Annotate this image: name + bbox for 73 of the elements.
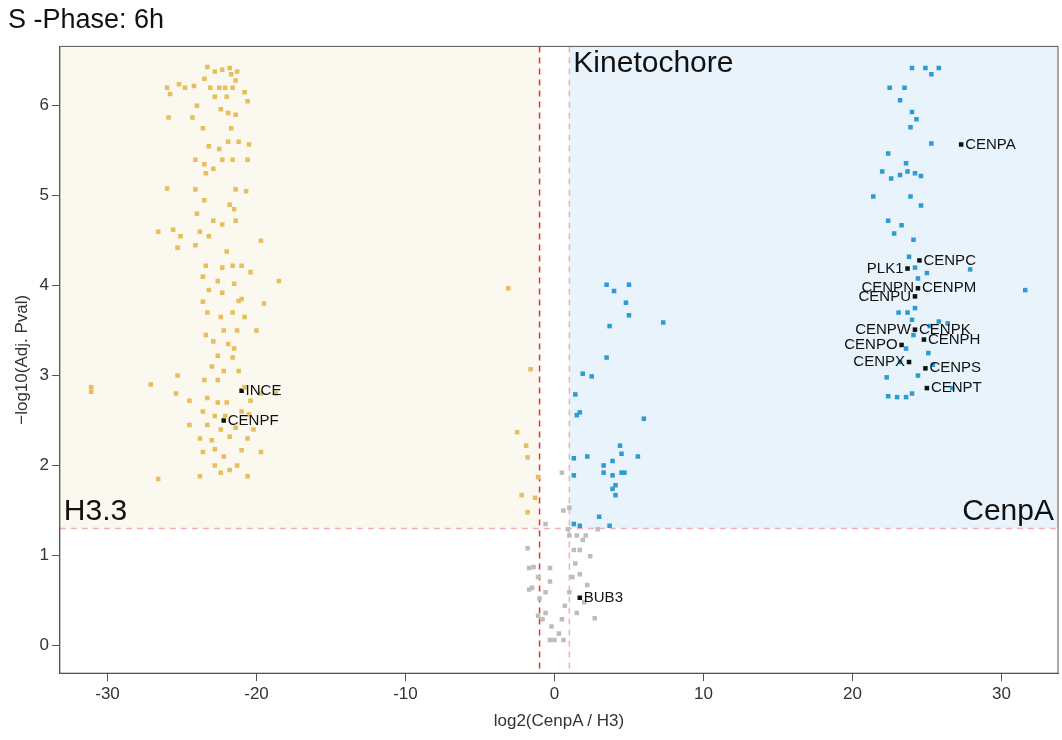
point [549,624,554,629]
point [535,613,541,618]
x-tick-label: 0 [549,684,560,704]
point [562,603,568,609]
point [525,545,530,551]
band-label: CenpA [962,492,1054,526]
point [958,142,964,147]
annotation: CENPO [844,335,898,353]
point [574,533,580,538]
point [537,596,542,601]
point [556,631,562,636]
band-label: H3.3 [63,492,128,526]
point [583,533,589,538]
point [577,572,583,577]
y-tick-label: 1 [39,545,49,565]
point [915,286,921,291]
point [570,574,575,580]
point [912,327,918,332]
point [547,579,553,584]
point [567,590,572,595]
annotation: CENPC [923,250,977,268]
point [559,616,565,622]
annotation: CENPT [930,378,982,396]
point [917,258,922,263]
point [592,616,597,621]
annotation: CENPA [965,134,1016,152]
x-tick-label: -30 [95,684,120,704]
annotation: CENPS [929,358,982,376]
x-tick-label: 20 [842,684,862,704]
x-axis-title: log2(CenpA / H3) [493,711,625,731]
point [239,388,244,394]
point [573,561,578,566]
point [595,527,600,532]
annotation: INCE [245,380,282,398]
point [543,610,548,616]
point [923,366,928,371]
y-axis-title: −log10(Adj. Pval) [11,294,31,425]
y-tick-label: 2 [39,455,49,475]
annotation: CENPF [227,410,279,428]
point [567,533,572,538]
y-tick-label: 3 [39,365,49,385]
point [912,294,918,299]
y-tick-label: 5 [39,185,49,205]
x-tick-label: 10 [693,684,713,704]
annotation: CENPW [855,319,912,337]
point [905,266,910,271]
annotation: Kinetochore [573,44,734,78]
y-tick-label: 0 [39,635,49,655]
point [221,418,226,423]
annotation: PLK1 [866,258,904,276]
point [543,521,548,527]
point [543,590,548,595]
point [567,505,572,510]
y-tick-label: 6 [39,95,49,115]
point [559,470,565,475]
annotation: BUB3 [583,587,623,605]
annotation: CENPM [921,278,977,296]
x-tick-label: -20 [244,684,269,704]
point [577,595,583,600]
y-tick-label: 4 [39,275,49,295]
point [561,508,566,513]
x-tick-label: -10 [393,684,418,704]
chart-title: S -Phase: 6h [8,3,165,34]
point [921,337,927,342]
point [565,527,571,532]
point [899,342,904,348]
point [587,554,593,559]
point [540,616,545,622]
point [552,637,557,643]
point [531,564,536,570]
point [561,637,566,643]
annotation: CENPX [853,352,906,370]
x-tick-label: 30 [991,684,1011,704]
